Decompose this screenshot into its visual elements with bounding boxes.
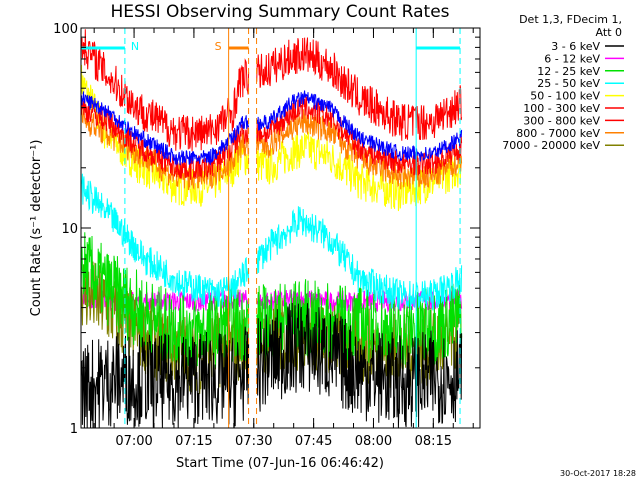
y-axis-label: Count Rate (s⁻¹ detector⁻¹) (29, 140, 44, 317)
legend-entry: 7000 - 20000 keV (502, 139, 624, 152)
legend-label: 6 - 12 keV (544, 52, 600, 65)
x-tick-label: 07:15 (175, 434, 212, 449)
series-12-25kev (81, 232, 463, 370)
legend-entry: 100 - 300 keV (523, 102, 624, 115)
legend-label: 7000 - 20000 keV (502, 139, 600, 152)
legend-label: 3 - 6 keV (551, 40, 600, 53)
y-axis: 1 10 100 (53, 22, 480, 437)
y-tick-label: 10 (61, 222, 78, 237)
x-tick-label: 07:30 (235, 434, 272, 449)
legend-entry: 25 - 50 keV (537, 77, 624, 90)
x-tick-label: 08:00 (355, 434, 392, 449)
x-tick-label: 08:15 (415, 434, 452, 449)
series-blue-band (81, 90, 463, 166)
series-line (81, 173, 463, 311)
series-3-6kev (81, 302, 463, 428)
x-tick-label: 07:45 (295, 434, 332, 449)
legend-entry: 800 - 7000 keV (516, 127, 624, 140)
legend-label: 800 - 7000 keV (516, 127, 600, 140)
series-line (81, 302, 463, 428)
legend-title: Det 1,3, FDecim 1, (519, 13, 622, 26)
annotation-label: S (215, 40, 222, 53)
annotation-flag (415, 28, 461, 428)
series-line (81, 232, 463, 370)
legend-entry: 300 - 800 keV (523, 114, 624, 127)
legend-entry: 12 - 25 keV (537, 65, 624, 78)
y-tick-label: 1 (70, 422, 78, 437)
legend-entry: 50 - 100 keV (530, 90, 624, 103)
y-tick-label: 100 (53, 22, 78, 37)
legend-entry: 6 - 12 keV (544, 52, 624, 65)
legend-title: Att 0 (596, 26, 622, 39)
series-line (81, 29, 463, 152)
data-gap (249, 28, 256, 428)
annotation-S: S (215, 28, 250, 428)
annotation-N: N (81, 28, 139, 428)
legend-label: 12 - 25 keV (537, 65, 600, 78)
legend-label: 300 - 800 keV (523, 114, 600, 127)
legend-label: 25 - 50 keV (537, 77, 600, 90)
series-100-300kev (81, 29, 463, 152)
annotation-label: N (131, 40, 139, 53)
legend-label: 100 - 300 keV (523, 102, 600, 115)
chart-title: HESSI Observing Summary Count Rates (110, 2, 449, 22)
series-line (81, 96, 463, 180)
x-axis-label: Start Time (07-Jun-16 06:46:42) (176, 456, 384, 471)
footer-timestamp: 30-Oct-2017 18:28 (560, 469, 636, 478)
series-300-800kev (81, 96, 463, 180)
x-tick-label: 07:00 (115, 434, 152, 449)
x-axis: 07:00 07:15 07:30 07:45 08:00 08:15 (93, 28, 474, 449)
series-25-50kev (81, 173, 463, 311)
legend-entry: 3 - 6 keV (551, 40, 624, 53)
legend-label: 50 - 100 keV (530, 90, 600, 103)
